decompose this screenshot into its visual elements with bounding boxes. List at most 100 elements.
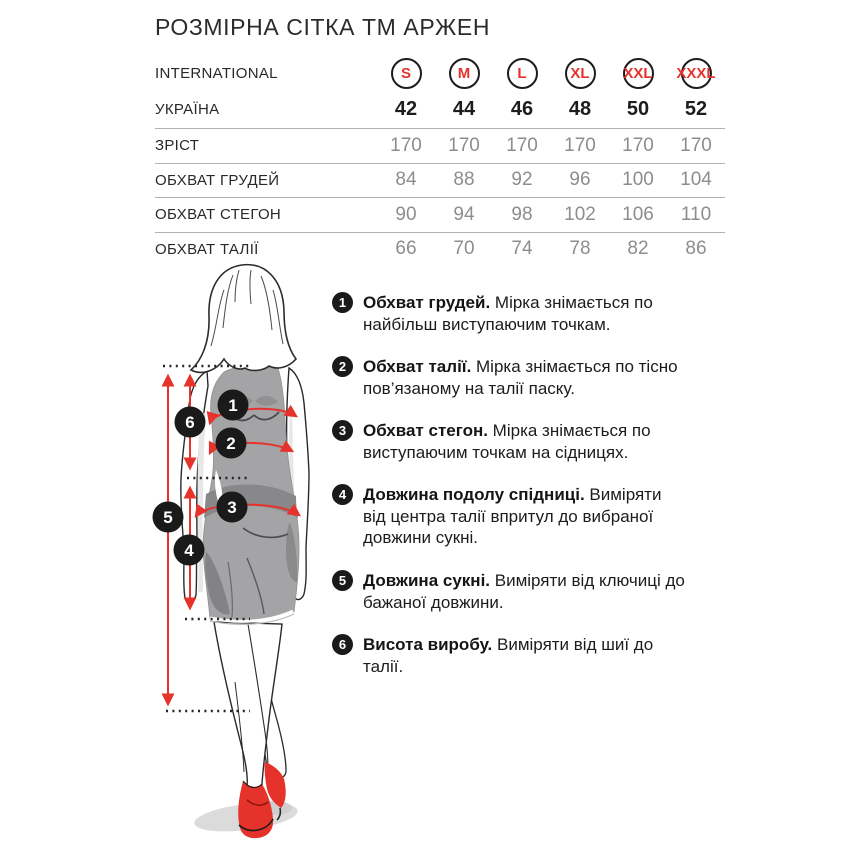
measurement-item: 6 Висота виробу. Виміряти від шиї до талі… [332, 634, 698, 677]
size-circle-l: L [506, 57, 538, 89]
ukraine-size: 48 [568, 98, 592, 120]
reference-dotted-lines [163, 364, 250, 713]
measurement-rows: ЗРІСТ 170 170 170 170 170 170 ОБХВАТ ГРУДЕЙ 84 88… [155, 128, 725, 266]
ukraine-size: 44 [452, 98, 476, 120]
row-value: 88 [453, 169, 475, 191]
row-value: 170 [448, 134, 480, 156]
measurement-number-badge: 3 [332, 420, 353, 441]
measurement-desc: Виміряти від центра талії впритул до виб… [363, 485, 662, 547]
row-value: 78 [569, 238, 591, 260]
measurement-text: Довжина сукні. Виміряти від ключиці до б… [363, 570, 685, 613]
figure-marker: 6 [174, 406, 206, 438]
row-value: 96 [569, 169, 591, 191]
measurement-desc: Мірка знімається по виступаючим точкам н… [363, 421, 651, 462]
ukraine-size: 50 [626, 98, 650, 120]
measurement-term: Обхват талії. [363, 357, 472, 376]
measurement-text: Обхват грудей. Мірка знімається по найбі… [363, 292, 685, 335]
size-circle-xxxl: XXXL [676, 57, 716, 89]
measurement-number-badge: 1 [332, 292, 353, 313]
figure-marker: 5 [152, 501, 184, 533]
measurement-term: Довжина подолу спідниці. [363, 485, 585, 504]
measurement-desc: Мірка знімається по найбільш виступаючим… [363, 293, 653, 334]
measurement-number-badge: 6 [332, 634, 353, 655]
ukraine-size: 46 [510, 98, 534, 120]
row-value: 70 [453, 238, 475, 260]
row-value: 170 [680, 134, 712, 156]
measurement-term: Обхват грудей. [363, 293, 491, 312]
table-row: ЗРІСТ 170 170 170 170 170 170 [155, 128, 725, 163]
row-value: 92 [511, 169, 533, 191]
figure-dress [202, 363, 300, 625]
table-row: ОБХВАТ ГРУДЕЙ 84 88 92 96 100 104 [155, 162, 725, 198]
measurement-number-badge: 5 [332, 570, 353, 591]
figure-marker: 3 [216, 491, 248, 523]
row-value: 86 [685, 238, 707, 260]
row-label: ОБХВАТ ТАЛІЇ [155, 240, 259, 258]
svg-text:2: 2 [226, 434, 235, 453]
measurement-text: Обхват стегон. Мірка знімається по висту… [363, 420, 685, 463]
row-value: 82 [627, 238, 649, 260]
measurement-item: 4 Довжина подолу спідниці. Виміряти від ц… [332, 484, 698, 549]
page-title: РОЗМІРНА СІТКА ТМ АРЖЕН [155, 14, 491, 40]
row-value: 90 [395, 203, 417, 225]
row-value: 170 [506, 134, 538, 156]
measurement-number-badge: 2 [332, 356, 353, 377]
ukraine-sizes: 42 44 46 48 50 52 [377, 98, 725, 121]
figure-legs [213, 619, 287, 793]
size-circle-xxl: XXL [622, 57, 654, 89]
row-value: 102 [564, 203, 596, 225]
figure-shoes [238, 762, 286, 839]
measurement-term: Довжина сукні. [363, 571, 491, 590]
international-label: INTERNATIONAL [155, 64, 278, 82]
figure-marker: 1 [217, 389, 249, 421]
svg-text:1: 1 [228, 396, 237, 415]
row-value: 104 [680, 169, 712, 191]
table-row: ОБХВАТ СТЕГОН 90 94 98 102 106 110 [155, 197, 725, 232]
row-value: 100 [622, 169, 654, 191]
ukraine-size: 52 [684, 98, 708, 120]
measurement-item: 2 Обхват талії. Мірка знімається по тісно… [332, 356, 698, 399]
figure-illustration: 1 2 3 45 6 [152, 263, 310, 839]
measurement-item: 3 Обхват стегон. Мірка знімається по вист… [332, 420, 698, 463]
figure-marker: 2 [215, 427, 247, 459]
row-value: 170 [390, 134, 422, 156]
svg-text:3: 3 [227, 498, 236, 517]
row-value: 84 [395, 169, 417, 191]
row-value: 170 [564, 134, 596, 156]
measurement-number-badge: 4 [332, 484, 353, 505]
ukraine-row: УКРАЇНА 42 44 46 48 50 52 [155, 91, 725, 128]
measurement-text: Обхват талії. Мірка знімається по тісно … [363, 356, 685, 399]
table-row: ОБХВАТ ТАЛІЇ 66 70 74 78 82 86 [155, 231, 725, 267]
size-circle-s: S [390, 57, 422, 89]
size-table: INTERNATIONAL S M L XL XXL XXXL УКРАЇНА 42 44 4… [155, 55, 725, 266]
svg-text:4: 4 [184, 541, 194, 560]
svg-text:6: 6 [185, 413, 194, 432]
size-circle-m: M [448, 57, 480, 89]
row-value: 98 [511, 203, 533, 225]
row-value: 110 [680, 203, 712, 225]
international-row: INTERNATIONAL S M L XL XXL XXXL [155, 55, 725, 91]
svg-text:5: 5 [163, 508, 172, 527]
measurement-item: 1 Обхват грудей. Мірка знімається по найб… [332, 292, 698, 335]
measurement-term: Обхват стегон. [363, 421, 488, 440]
row-label: ОБХВАТ СТЕГОН [155, 206, 282, 224]
row-value: 106 [622, 203, 654, 225]
measurement-term: Висота виробу. [363, 635, 493, 654]
measurement-text: Довжина подолу спідниці. Виміряти від це… [363, 484, 685, 549]
figure-marker: 4 [173, 534, 205, 566]
ukraine-size: 42 [394, 98, 418, 120]
row-label: ОБХВАТ ГРУДЕЙ [155, 171, 280, 189]
measurement-desc: Виміряти від шиї до талії. [363, 635, 654, 676]
figure-head [189, 263, 298, 374]
international-sizes: S M L XL XXL XXXL [377, 57, 725, 89]
row-value: 66 [395, 238, 417, 260]
measurement-desc: Мірка знімається по тісно пов’язаному на… [363, 357, 678, 398]
row-value: 170 [622, 134, 654, 156]
measurement-desc: Виміряти від ключиці до бажаної довжини. [363, 571, 685, 612]
row-value: 94 [453, 203, 475, 225]
measurement-text: Висота виробу. Виміряти від шиї до талії… [363, 634, 685, 677]
ukraine-label: УКРАЇНА [155, 101, 220, 118]
measurement-item: 5 Довжина сукні. Виміряти від ключиці до … [332, 570, 698, 613]
size-circle-xl: XL [564, 57, 596, 89]
